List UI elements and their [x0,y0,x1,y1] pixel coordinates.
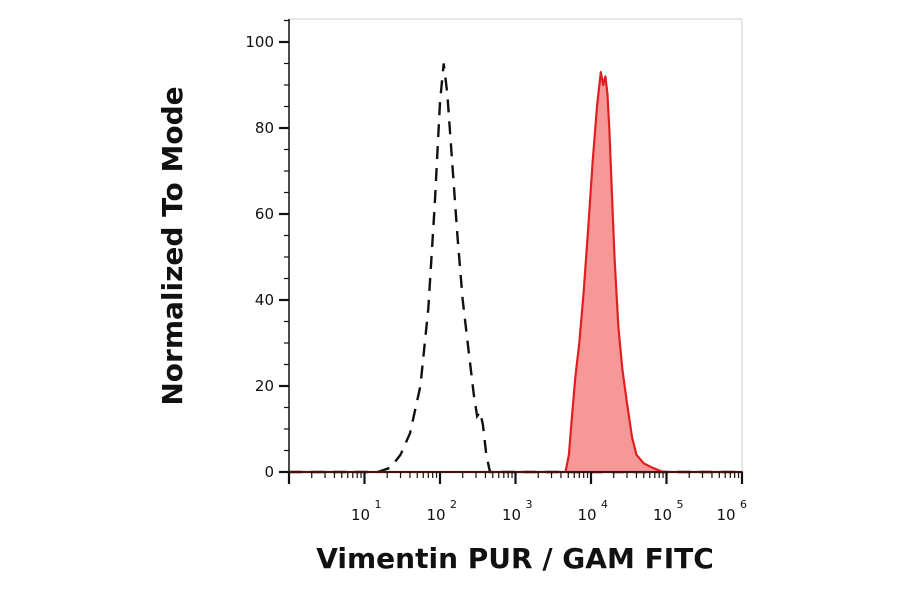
y-tick-label: 80 [255,119,274,137]
x-tick-exponent: 3 [526,498,533,511]
x-tick-label: 10 [502,506,521,524]
y-tick-label: 100 [245,33,274,51]
series-dashed-histogram [289,63,742,474]
x-tick-label: 10 [351,506,370,524]
x-tick-label: 10 [577,506,596,524]
x-tick-exponent: 4 [601,498,608,511]
y-axis-title: Normalized To Mode [156,86,189,405]
y-axis: 0 20 40 60 80 100 [245,19,290,481]
x-tick-exponent: 5 [677,498,684,511]
y-tick-label: 0 [264,463,274,481]
y-tick-label: 40 [255,291,274,309]
plot-frame [288,18,743,473]
y-tick-label: 20 [255,377,274,395]
x-tick-label: 10 [653,506,672,524]
x-tick-label: 10 [426,506,445,524]
x-tick-exponent: 1 [375,498,382,511]
x-tick-exponent: 6 [740,498,747,511]
y-tick-label: 60 [255,205,274,223]
x-axis: 10 1 10 2 10 3 10 4 10 5 10 6 [287,471,747,524]
series-filled-histogram [287,71,744,474]
series-layer [287,63,744,474]
x-axis-title: Vimentin PUR / GAM FITC [316,542,714,575]
x-tick-exponent: 2 [450,498,457,511]
x-tick-label: 10 [716,506,735,524]
